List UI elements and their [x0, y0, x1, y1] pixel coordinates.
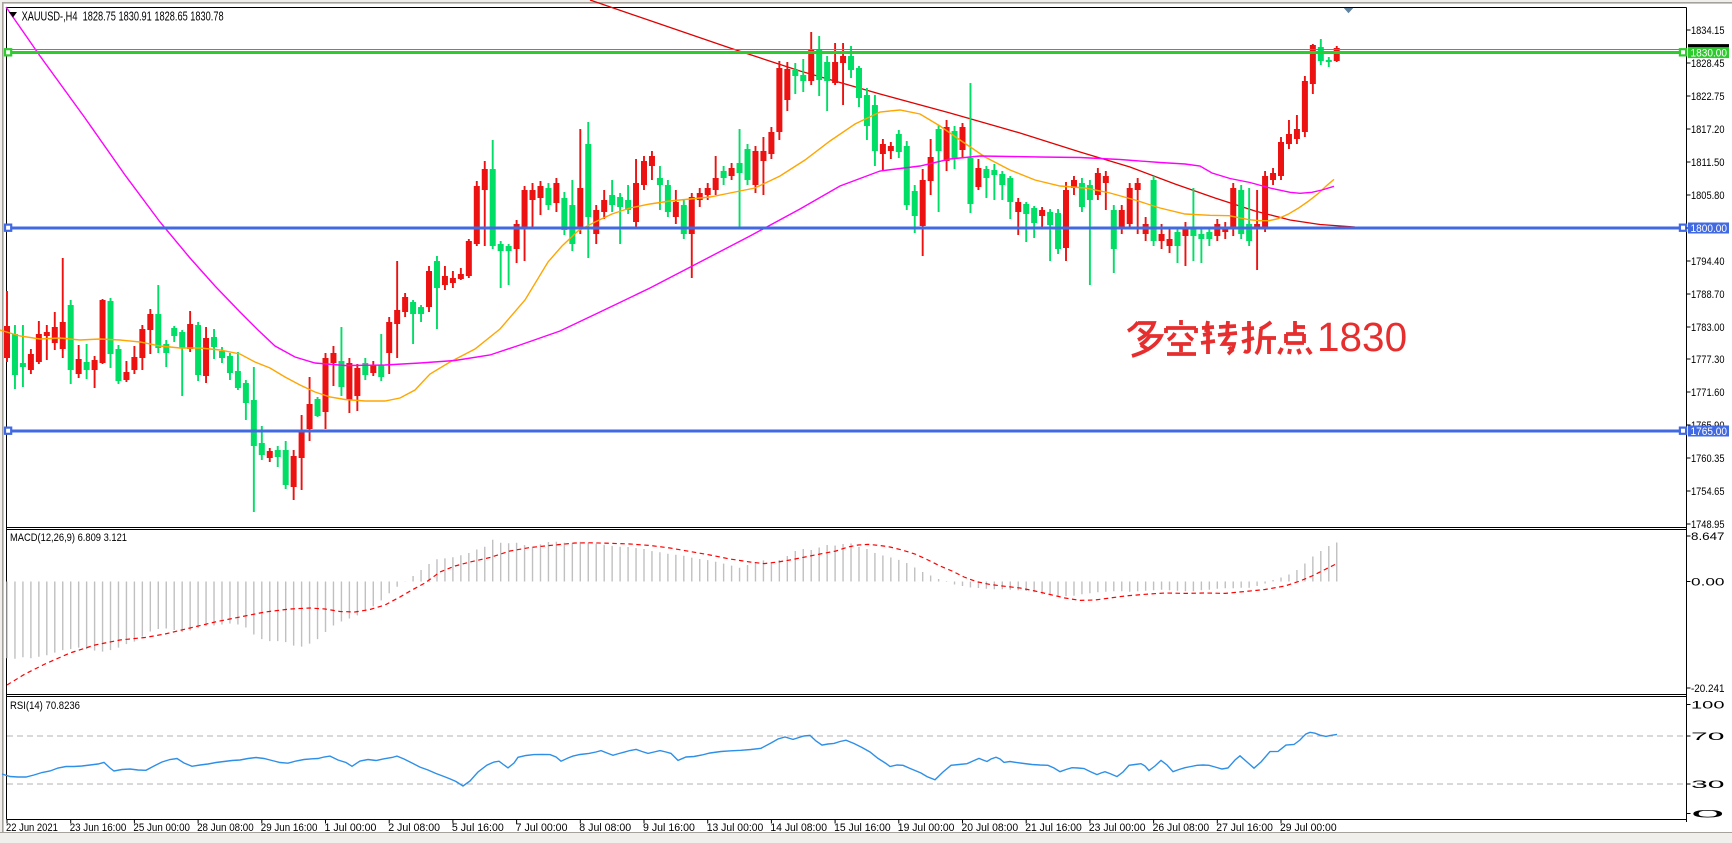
svg-text:2 Jul 08:00: 2 Jul 08:00	[388, 822, 440, 834]
svg-text:29 Jun 16:00: 29 Jun 16:00	[261, 822, 318, 834]
svg-text:8 Jul 08:00: 8 Jul 08:00	[579, 822, 631, 834]
svg-text:9 Jul 16:00: 9 Jul 16:00	[643, 822, 695, 834]
svg-text:13 Jul 00:00: 13 Jul 00:00	[707, 822, 764, 834]
svg-text:21 Jul 16:00: 21 Jul 16:00	[1025, 822, 1082, 834]
svg-text:14 Jul 08:00: 14 Jul 08:00	[770, 822, 827, 834]
svg-text:-20.241: -20.241	[1691, 683, 1725, 695]
svg-text:1777.30: 1777.30	[1691, 354, 1725, 366]
svg-text:1800.00: 1800.00	[1691, 223, 1728, 235]
svg-text:0: 0	[1691, 809, 1725, 821]
svg-text:29 Jul 00:00: 29 Jul 00:00	[1280, 822, 1337, 834]
svg-text:XAUUSD-,H4 1828.75 1830.91 18: XAUUSD-,H4 1828.75 1830.91 1828.65 1830.…	[22, 10, 224, 24]
svg-text:1828.45: 1828.45	[1691, 58, 1725, 70]
svg-text:5 Jul 16:00: 5 Jul 16:00	[452, 822, 504, 834]
svg-text:1817.20: 1817.20	[1691, 124, 1725, 136]
svg-text:100: 100	[1691, 700, 1725, 712]
svg-text:20 Jul 08:00: 20 Jul 08:00	[962, 822, 1019, 834]
svg-text:27 Jul 16:00: 27 Jul 16:00	[1216, 822, 1273, 834]
svg-text:1783.00: 1783.00	[1691, 322, 1725, 334]
svg-text:1760.35: 1760.35	[1691, 453, 1725, 465]
svg-text:22 Jun 2021: 22 Jun 2021	[6, 822, 58, 834]
svg-text:1805.80: 1805.80	[1691, 190, 1725, 202]
svg-text:1794.40: 1794.40	[1691, 256, 1725, 268]
svg-text:1 Jul 00:00: 1 Jul 00:00	[325, 822, 377, 834]
svg-text:1765.00: 1765.00	[1691, 426, 1728, 438]
svg-text:1754.65: 1754.65	[1691, 486, 1725, 498]
svg-text:23 Jun 16:00: 23 Jun 16:00	[70, 822, 127, 834]
svg-text:8.647: 8.647	[1691, 531, 1725, 543]
svg-text:1822.75: 1822.75	[1691, 91, 1725, 103]
svg-text:RSI(14) 70.8236: RSI(14) 70.8236	[10, 700, 80, 712]
svg-text:15 Jul 16:00: 15 Jul 16:00	[834, 822, 891, 834]
svg-text:1788.70: 1788.70	[1691, 289, 1725, 301]
svg-text:28 Jun 08:00: 28 Jun 08:00	[197, 822, 254, 834]
svg-text:26 Jul 08:00: 26 Jul 08:00	[1153, 822, 1210, 834]
svg-text:23 Jul 00:00: 23 Jul 00:00	[1089, 822, 1146, 834]
svg-text:1830: 1830	[1317, 314, 1407, 360]
svg-text:25 Jun 00:00: 25 Jun 00:00	[133, 822, 190, 834]
svg-text:1834.15: 1834.15	[1691, 25, 1725, 37]
svg-text:MACD(12,26,9) 6.809 3.121: MACD(12,26,9) 6.809 3.121	[10, 532, 127, 544]
svg-text:1830.00: 1830.00	[1691, 48, 1728, 60]
svg-text:19 Jul 00:00: 19 Jul 00:00	[898, 822, 955, 834]
svg-text:1771.60: 1771.60	[1691, 387, 1725, 399]
svg-text:30: 30	[1691, 779, 1725, 791]
svg-text:0.00: 0.00	[1691, 577, 1725, 589]
svg-text:1811.50: 1811.50	[1691, 157, 1725, 169]
svg-text:70: 70	[1691, 731, 1725, 743]
svg-text:7 Jul 00:00: 7 Jul 00:00	[516, 822, 568, 834]
svg-text:1748.95: 1748.95	[1691, 519, 1725, 531]
